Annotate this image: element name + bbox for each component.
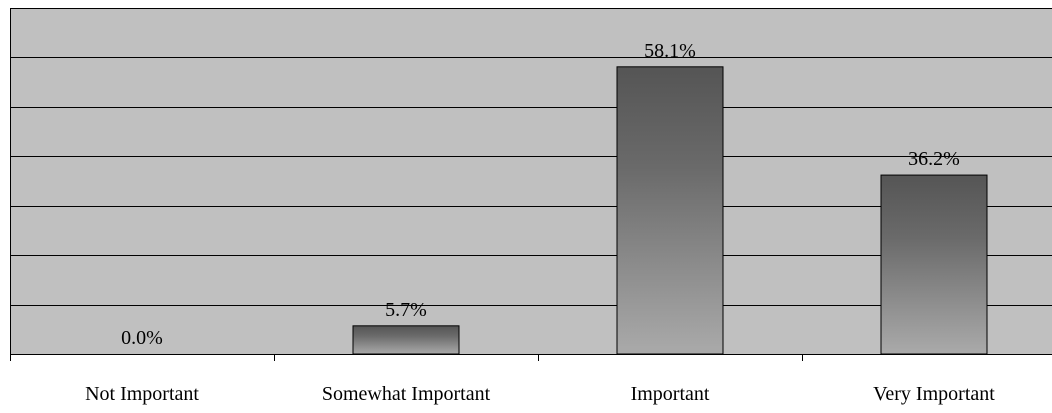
category-label: Important [631,383,710,405]
bars [352,66,988,355]
x-axis [10,354,1052,361]
category-label: Very Important [873,383,995,405]
bar [352,325,460,355]
bar [616,66,724,355]
category-labels: Not Important Somewhat Important Important… [85,383,995,405]
bar-value-label: 5.7% [385,299,427,321]
bar [880,174,988,355]
category-label: Not Important [85,383,199,405]
value-labels: 0.0% 5.7% 58.1% 36.2% [121,40,960,349]
bar-value-label: 36.2% [908,148,960,170]
plot-area [10,8,1052,354]
category-label: Somewhat Important [322,383,491,405]
bar-value-label: 0.0% [121,327,163,349]
bar-value-label: 58.1% [644,40,696,62]
